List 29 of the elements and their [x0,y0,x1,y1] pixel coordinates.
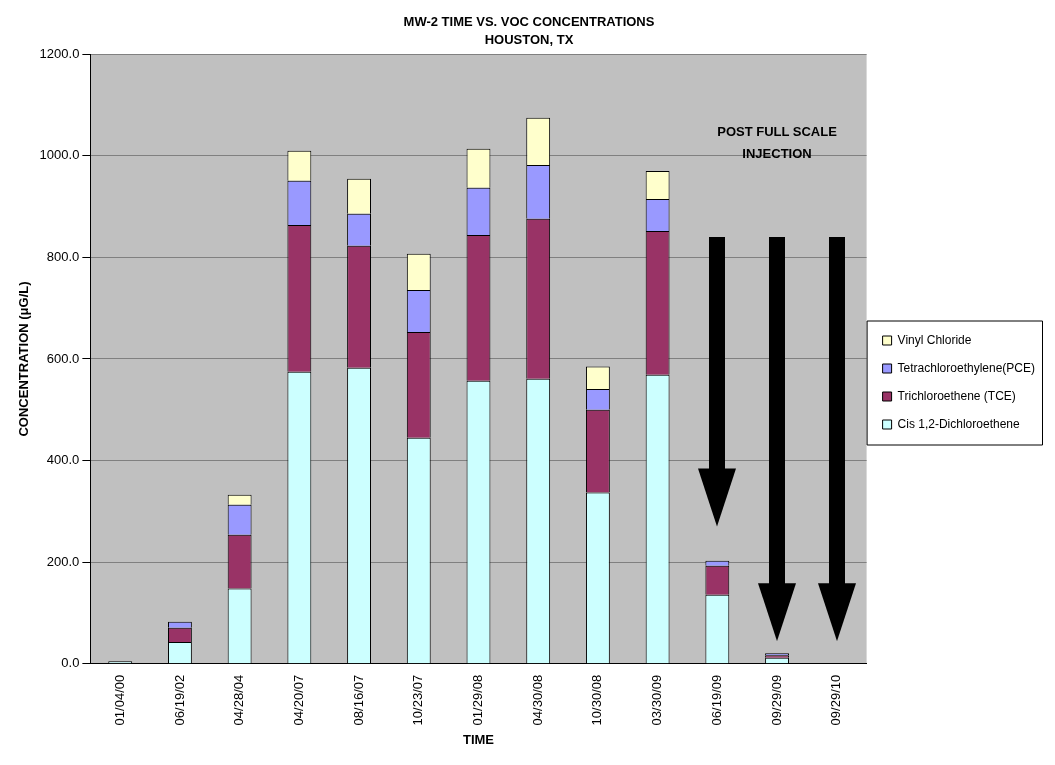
y-tick-label: 400.0 [46,452,80,468]
y-tick-label: 0.0 [61,655,80,671]
x-tick-label: 06/19/09 [708,674,724,726]
y-axis-title: CONCENTRATION (μG/L) [16,281,32,437]
y-tick-label: 1200.0 [39,45,80,61]
x-tick-label: 10/23/07 [410,674,426,726]
x-tick-label: 04/28/04 [231,674,247,726]
chart-subtitle: HOUSTON, TX [484,31,574,47]
x-tick-label: 09/29/09 [768,674,784,726]
y-tick-label: 200.0 [46,553,80,569]
legend-label: Trichloroethene (TCE) [897,388,1016,403]
legend-label: Tetrachloroethylene(PCE) [897,360,1036,375]
x-tick-label: 08/16/07 [350,674,366,726]
x-tick-label: 04/30/08 [529,674,545,726]
y-tick-label: 600.0 [46,350,80,366]
y-tick-label: 800.0 [46,248,80,264]
x-tick-label: 03/30/09 [649,674,665,726]
legend-label: Cis 1,2-Dichloroethene [897,416,1020,431]
x-tick-label: 09/29/10 [828,674,844,726]
y-tick-label: 1000.0 [39,147,80,163]
x-tick-label: 06/19/02 [171,674,187,726]
x-axis-title: TIME [462,731,495,747]
x-tick-label: 10/30/08 [589,674,605,726]
x-tick-label: 01/29/08 [470,674,486,726]
annotation: POST FULL SCALE INJECTION [717,124,838,162]
x-tick-label: 04/20/07 [290,674,306,726]
chart-title: MW-2 TIME VS. VOC CONCENTRATIONS [403,14,655,30]
x-tick-label: 01/04/00 [111,674,127,726]
legend-label: Vinyl Chloride [897,332,972,347]
